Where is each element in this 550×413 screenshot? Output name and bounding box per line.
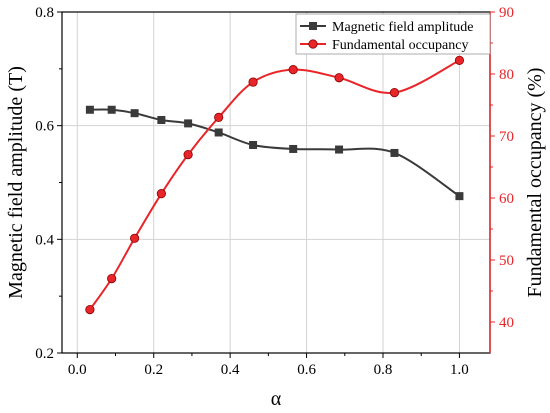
y-right-tick-label: 60 bbox=[499, 191, 514, 207]
series-line bbox=[89, 108, 460, 197]
data-point bbox=[130, 233, 140, 243]
x-tick-label: 0.0 bbox=[68, 362, 87, 378]
data-point bbox=[389, 88, 400, 98]
x-tick-label: 0.6 bbox=[297, 362, 316, 378]
data-point bbox=[390, 148, 399, 157]
data-point bbox=[335, 145, 344, 154]
data-point bbox=[107, 273, 117, 284]
legend-marker bbox=[309, 22, 317, 30]
data-point bbox=[214, 112, 224, 123]
data-point bbox=[107, 105, 116, 114]
data-point bbox=[248, 77, 258, 87]
data-point bbox=[156, 189, 166, 199]
data-point bbox=[249, 140, 258, 149]
data-point bbox=[85, 105, 94, 114]
data-point bbox=[130, 109, 139, 118]
y-right-tick-label: 80 bbox=[499, 67, 514, 83]
x-tick-label: 0.8 bbox=[374, 362, 393, 378]
ticks: 0.0 0.2 0.4 0.6 0.8 1.0 0.2 0.4 0.6 0.8 40 50 60 70 80… bbox=[35, 5, 514, 378]
series-line bbox=[89, 59, 460, 311]
data-point bbox=[288, 65, 298, 75]
data-point bbox=[214, 128, 223, 137]
y-left-tick-label: 0.8 bbox=[35, 5, 54, 21]
legend: Magnetic field amplitude Fundamental occ… bbox=[295, 13, 491, 55]
series-layer bbox=[85, 55, 465, 315]
data-point bbox=[184, 119, 193, 128]
legend-entries bbox=[300, 22, 326, 49]
legend-box bbox=[295, 13, 491, 55]
data-point bbox=[157, 115, 166, 124]
y-axis-left-title: Magnetic field amplitude (T) bbox=[5, 66, 27, 299]
series-fundamental-occupancy bbox=[85, 55, 465, 315]
x-axis-title: α bbox=[271, 388, 282, 410]
x-tick-label: 0.4 bbox=[221, 362, 240, 378]
data-point bbox=[183, 150, 193, 160]
data-point bbox=[334, 73, 344, 83]
y-right-tick-label: 90 bbox=[499, 5, 514, 21]
data-point bbox=[454, 55, 465, 65]
series-magnetic-field bbox=[85, 105, 464, 201]
grid bbox=[62, 11, 490, 354]
y-right-tick-label: 40 bbox=[499, 315, 514, 331]
plot-frame bbox=[61, 11, 491, 354]
y-right-tick-label: 70 bbox=[499, 129, 514, 145]
data-point bbox=[289, 144, 298, 153]
x-tick-label: 1.0 bbox=[450, 362, 469, 378]
legend-label-magnetic-field: Magnetic field amplitude bbox=[332, 20, 474, 35]
data-point bbox=[85, 304, 95, 315]
legend-marker bbox=[308, 39, 318, 49]
y-left-tick-label: 0.4 bbox=[35, 232, 54, 248]
data-point bbox=[455, 192, 464, 201]
y-axis-right-title: Fundamental occupancy (%) bbox=[524, 68, 546, 298]
y-left-tick-label: 0.6 bbox=[35, 119, 54, 135]
y-left-tick-label: 0.2 bbox=[35, 346, 54, 362]
x-tick-label: 0.2 bbox=[144, 362, 163, 378]
legend-label-fundamental-occupancy: Fundamental occupancy bbox=[332, 38, 468, 53]
y-right-tick-label: 50 bbox=[499, 253, 514, 269]
